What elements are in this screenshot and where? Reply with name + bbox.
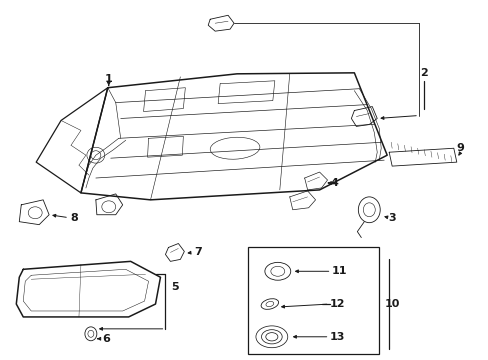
Text: 13: 13 bbox=[329, 332, 345, 342]
Text: 2: 2 bbox=[419, 68, 427, 78]
Text: 4: 4 bbox=[330, 178, 338, 188]
Text: 8: 8 bbox=[70, 213, 78, 223]
Text: 5: 5 bbox=[171, 282, 179, 292]
Text: 10: 10 bbox=[384, 299, 399, 309]
Text: 12: 12 bbox=[329, 299, 345, 309]
Text: 3: 3 bbox=[387, 213, 395, 223]
Text: 1: 1 bbox=[105, 74, 112, 84]
Bar bbox=[247, 247, 379, 354]
Text: 6: 6 bbox=[102, 334, 109, 344]
Text: 9: 9 bbox=[456, 143, 464, 153]
Text: 7: 7 bbox=[194, 247, 202, 257]
Text: 11: 11 bbox=[331, 266, 346, 276]
